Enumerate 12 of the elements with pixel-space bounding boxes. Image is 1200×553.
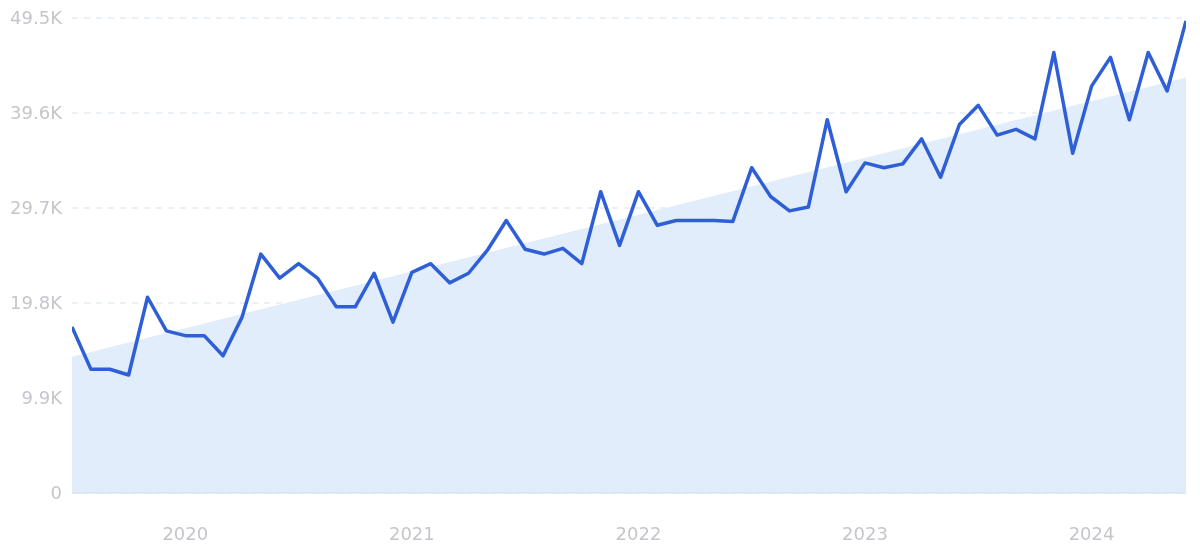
y-tick-label: 19.8K [10, 292, 64, 314]
y-tick-label: 29.7K [10, 197, 64, 219]
x-tick-label: 2020 [162, 522, 209, 544]
x-tick-label: 2021 [388, 522, 435, 544]
y-tick-label: 0 [50, 482, 62, 504]
x-tick-label: 2022 [615, 522, 662, 544]
y-tick-label: 9.9K [21, 387, 64, 409]
x-tick-label: 2024 [1068, 522, 1115, 544]
x-tick-label: 2023 [842, 522, 888, 544]
line-series [72, 19, 1186, 377]
y-tick-label: 49.5K [10, 7, 64, 29]
y-tick-label: 39.6K [10, 102, 64, 124]
